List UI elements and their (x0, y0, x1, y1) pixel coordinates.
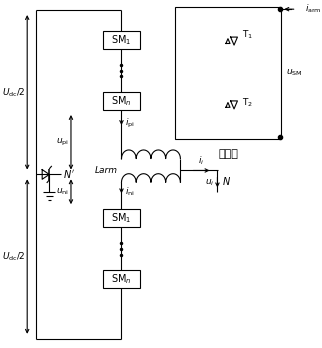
Text: T$_2$: T$_2$ (242, 97, 253, 109)
Text: $N'$: $N'$ (62, 168, 74, 180)
Text: SM$_n$: SM$_n$ (111, 272, 132, 286)
Text: $i_{\rm ni}$: $i_{\rm ni}$ (125, 185, 135, 198)
Polygon shape (231, 101, 237, 109)
Text: $u_i$: $u_i$ (205, 177, 214, 188)
Text: $N$: $N$ (222, 175, 231, 188)
Text: $u_{\rm ni}$: $u_{\rm ni}$ (55, 187, 69, 197)
Bar (175, 7, 281, 139)
Text: SM$_1$: SM$_1$ (111, 33, 132, 47)
Text: $U_{\rm dc}$/2: $U_{\rm dc}$/2 (2, 250, 25, 263)
Bar (103, 270, 140, 288)
Text: $u_{\rm SM}$: $u_{\rm SM}$ (287, 68, 303, 78)
Text: $U_{\rm dc}$/2: $U_{\rm dc}$/2 (2, 86, 25, 98)
Text: $i_{\rm pi}$: $i_{\rm pi}$ (125, 117, 135, 129)
Text: T$_1$: T$_1$ (242, 29, 253, 41)
Bar (103, 92, 140, 110)
Text: $i_{\rm arm}$: $i_{\rm arm}$ (305, 3, 322, 15)
Text: Larm: Larm (95, 166, 118, 175)
Text: SM$_1$: SM$_1$ (111, 211, 132, 225)
Text: SM$_n$: SM$_n$ (111, 94, 132, 108)
Bar (103, 209, 140, 227)
Bar (103, 31, 140, 49)
Polygon shape (231, 37, 237, 45)
Text: 子模塊: 子模塊 (218, 149, 238, 159)
Text: $u_{\rm pi}$: $u_{\rm pi}$ (55, 137, 69, 148)
Text: $i_i$: $i_i$ (198, 154, 204, 166)
